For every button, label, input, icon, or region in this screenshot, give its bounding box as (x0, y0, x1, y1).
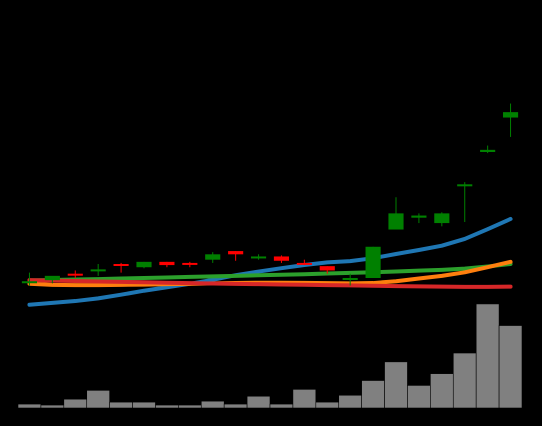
candle (273, 255, 290, 263)
moving-average-line (27, 262, 513, 283)
candle-body (44, 275, 60, 281)
candle-body (159, 261, 175, 266)
candle-body (228, 251, 244, 255)
candle-body (182, 262, 198, 265)
candle (159, 261, 175, 268)
candle-body (273, 256, 290, 261)
volume-bar (200, 400, 225, 409)
candle (342, 273, 358, 286)
volume-bar (407, 385, 431, 409)
candle-body (434, 213, 450, 224)
volume-bar (452, 352, 477, 409)
candle-body (250, 256, 267, 259)
candle-body (136, 261, 152, 268)
volume-bar (17, 403, 42, 409)
candle (480, 145, 496, 154)
volume-bar (132, 401, 156, 409)
volume-bar (269, 403, 294, 409)
candle (502, 103, 519, 137)
candle-body (342, 278, 358, 280)
candle (228, 251, 244, 261)
moving-average-lines (27, 216, 513, 307)
candle (44, 275, 60, 284)
candle-body (502, 112, 519, 118)
volume-bar (223, 403, 248, 409)
candle (67, 270, 83, 278)
candles (21, 103, 519, 286)
volume-bar (86, 390, 110, 409)
candle (319, 266, 335, 274)
candle (434, 212, 450, 227)
moving-average-line (27, 216, 513, 307)
candle (136, 261, 152, 269)
candle (296, 259, 312, 266)
volume-bar (292, 389, 317, 409)
volume-bar (63, 398, 88, 409)
candle-body (113, 264, 129, 266)
candle (388, 197, 404, 230)
volume-bar (40, 404, 65, 409)
candle-body (90, 269, 106, 272)
candle (365, 246, 381, 278)
volume-bar (155, 404, 179, 409)
candle (205, 252, 221, 263)
candle-body (205, 254, 221, 260)
candle (250, 254, 267, 260)
candle-body (388, 213, 404, 230)
candle-body (21, 281, 38, 284)
volume-bar (246, 395, 271, 409)
candle-body (411, 215, 427, 218)
volume-bar (109, 401, 133, 409)
candle-body (457, 184, 473, 187)
candle-body (365, 246, 381, 278)
candle (90, 264, 106, 276)
candle (113, 262, 129, 273)
candle (457, 182, 473, 222)
volume-bar (338, 394, 362, 409)
volume-bar (384, 361, 408, 409)
candle (21, 272, 38, 286)
candle (411, 213, 427, 224)
candle-body (480, 149, 496, 152)
candle-body (319, 266, 335, 271)
candle-body (296, 262, 312, 265)
volume-bar (178, 404, 202, 409)
volume-bar (498, 325, 523, 409)
volume-bar (430, 373, 454, 409)
candle-body (67, 273, 83, 276)
volume-bar (361, 380, 385, 409)
moving-average-line (27, 278, 513, 289)
volume-panel (17, 303, 523, 409)
volume-bar (475, 303, 500, 409)
candle (182, 261, 198, 268)
volume-bar (315, 401, 340, 409)
